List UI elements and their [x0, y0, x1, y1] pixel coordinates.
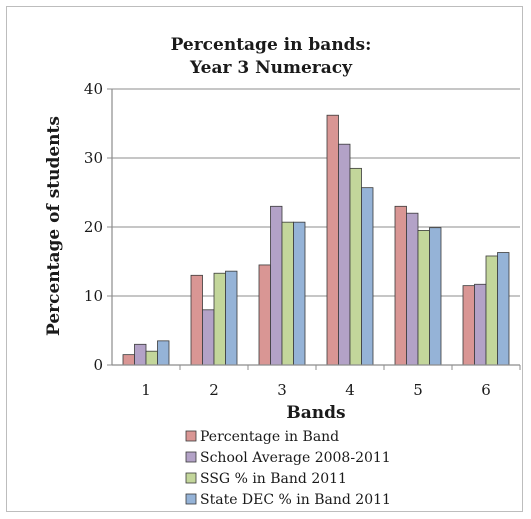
- y-axis-title: Percentage of students: [44, 116, 64, 336]
- bar-1-band-1: [122, 354, 135, 366]
- chart-title-line-1: Percentage in bands:: [171, 35, 372, 55]
- y-tick-label: 10: [84, 287, 103, 305]
- y-tick-label: 20: [84, 218, 103, 236]
- y-tick-label: 40: [84, 80, 103, 98]
- y-tick-label: 0: [93, 356, 103, 374]
- legend-label: SSG % in Band 2011: [200, 471, 347, 487]
- y-axis-ticks: 0 10 20 30 40: [84, 80, 103, 374]
- x-axis-ticks: 1 2 3 4 5 6: [141, 365, 521, 399]
- bar-1-band-4: [326, 114, 339, 366]
- legend: Percentage in Band School Average 2008-20…: [185, 429, 391, 508]
- bar-4-band-6: [497, 252, 510, 366]
- x-axis-title: Bands: [286, 403, 345, 423]
- bar-1-band-5: [394, 205, 407, 366]
- bar-3-band-1: [145, 350, 158, 366]
- bar-4-band-5: [429, 227, 442, 366]
- bar-3-band-3: [281, 221, 294, 366]
- bar-2-band-5: [406, 212, 419, 366]
- bar-1-band-2: [190, 274, 203, 366]
- bar-2-band-1: [134, 343, 147, 366]
- legend-swatch: [185, 472, 197, 484]
- bars: [122, 114, 510, 366]
- legend-swatch: [185, 493, 197, 505]
- bar-1-band-3: [258, 264, 271, 366]
- bar-3-band-5: [417, 230, 430, 366]
- x-tick-label: 6: [481, 381, 491, 399]
- bar-1-band-6: [462, 285, 475, 366]
- bar-2-band-2: [202, 309, 215, 366]
- x-tick-label: 5: [413, 381, 423, 399]
- bar-2-band-6: [474, 283, 487, 366]
- legend-swatch: [185, 430, 197, 442]
- bar-3-band-4: [349, 167, 362, 366]
- x-tick-label: 1: [141, 381, 151, 399]
- chart-title-line-2: Year 3 Numeracy: [189, 58, 353, 78]
- bar-4-band-3: [293, 221, 306, 366]
- bar-3-band-2: [213, 272, 226, 366]
- bar-2-band-4: [338, 143, 351, 366]
- y-tick-label: 30: [84, 149, 103, 167]
- bar-4-band-4: [361, 187, 374, 366]
- legend-label: School Average 2008-2011: [200, 450, 391, 466]
- x-tick-label: 4: [345, 381, 355, 399]
- gridlines: [107, 88, 520, 366]
- legend-label: Percentage in Band: [200, 429, 339, 445]
- bar-2-band-3: [270, 205, 283, 366]
- x-tick-label: 3: [277, 381, 287, 399]
- legend-label: State DEC % in Band 2011: [200, 492, 391, 508]
- bar-4-band-1: [157, 340, 170, 366]
- legend-swatch: [185, 451, 197, 463]
- bar-3-band-6: [485, 255, 498, 366]
- x-tick-label: 2: [209, 381, 219, 399]
- bar-4-band-2: [225, 270, 238, 366]
